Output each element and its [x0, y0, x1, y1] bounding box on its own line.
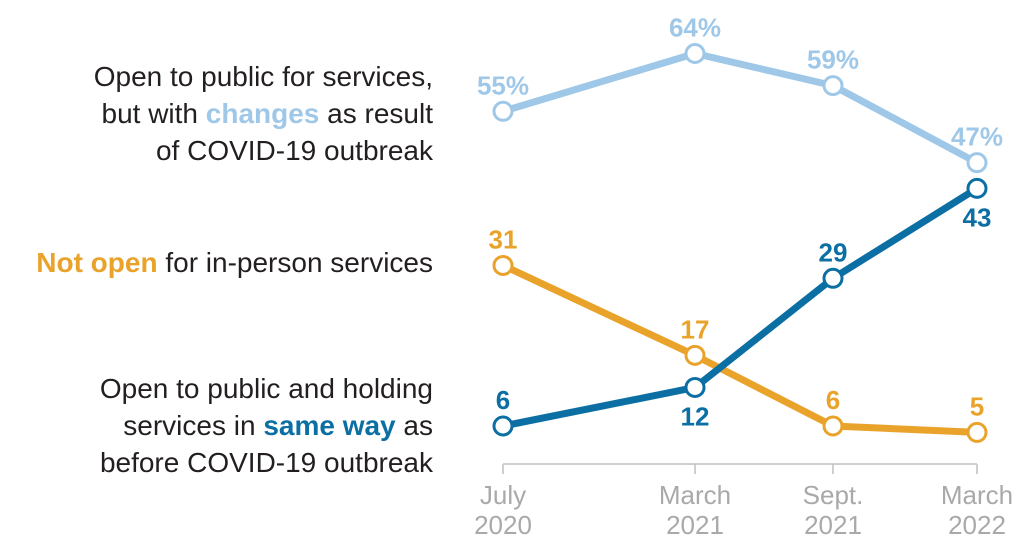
data-label-changes: 47%: [951, 122, 1003, 152]
data-point-not-open: [966, 421, 988, 443]
data-label-changes: 55%: [477, 70, 529, 100]
legend-not-open-post: for in-person services: [157, 247, 433, 278]
legend-same-way-line1: Open to public and holding: [99, 373, 433, 404]
data-label-changes: 59%: [807, 45, 859, 75]
data-label-same-way: 29: [819, 237, 848, 267]
data-point-not-open: [684, 344, 706, 366]
legend-same-way-line2: services in same way as: [100, 407, 433, 444]
x-tick-label: 2021: [666, 510, 724, 540]
legend-same-way-line2-post: as: [395, 410, 433, 441]
legend-changes-line3: of COVID-19 outbreak: [155, 135, 433, 166]
x-tick-label: March: [659, 480, 731, 510]
legend-changes-line2: but with changes as result: [94, 95, 434, 132]
data-point-changes: [492, 100, 514, 122]
legend-same-way-highlight: same way: [263, 410, 396, 441]
legend-changes-line2-post: as result: [319, 98, 433, 129]
legend-same-way-line3: before COVID-19 outbreak: [99, 447, 433, 478]
x-tick-label: July: [480, 480, 526, 510]
data-point-same-way: [966, 177, 988, 199]
legend-changes: Open to public for services, but with ch…: [94, 58, 433, 169]
data-point-not-open: [492, 254, 514, 276]
data-label-not-open: 17: [681, 314, 710, 344]
legend-same-way: Open to public and holding services in s…: [100, 370, 433, 481]
x-tick-label: 2022: [948, 510, 1006, 540]
x-tick-label: 2020: [474, 510, 532, 540]
legend-changes-line2-pre: but with: [101, 98, 206, 129]
series-line-not-open: [499, 261, 981, 436]
legend-changes-highlight: changes: [205, 98, 320, 129]
x-tick-label: Sept.: [803, 480, 864, 510]
series-line-same-way: [499, 184, 981, 430]
legend-same-way-line2-pre: services in: [123, 410, 264, 441]
series-line-changes: [499, 50, 981, 167]
x-tick-label: March: [941, 480, 1013, 510]
data-label-same-way: 6: [496, 385, 510, 415]
data-point-changes: [822, 75, 844, 97]
data-label-same-way: 43: [963, 202, 992, 232]
data-label-changes: 64%: [669, 13, 721, 43]
x-tick-label: 2021: [804, 510, 862, 540]
legend-changes-line1: Open to public for services,: [93, 61, 433, 92]
data-point-not-open: [822, 415, 844, 437]
data-point-changes: [966, 152, 988, 174]
data-point-same-way: [822, 267, 844, 289]
data-point-same-way: [684, 376, 706, 398]
data-label-same-way: 12: [681, 401, 710, 431]
legend-not-open: Not open for in-person services: [36, 244, 433, 281]
data-point-same-way: [492, 415, 514, 437]
data-label-not-open: 5: [970, 391, 984, 421]
data-point-changes: [684, 43, 706, 64]
data-label-not-open: 31: [489, 224, 518, 254]
legend-not-open-highlight: Not open: [36, 247, 158, 278]
legend-not-open-line: Not open for in-person services: [36, 244, 433, 281]
data-label-not-open: 6: [826, 385, 840, 415]
